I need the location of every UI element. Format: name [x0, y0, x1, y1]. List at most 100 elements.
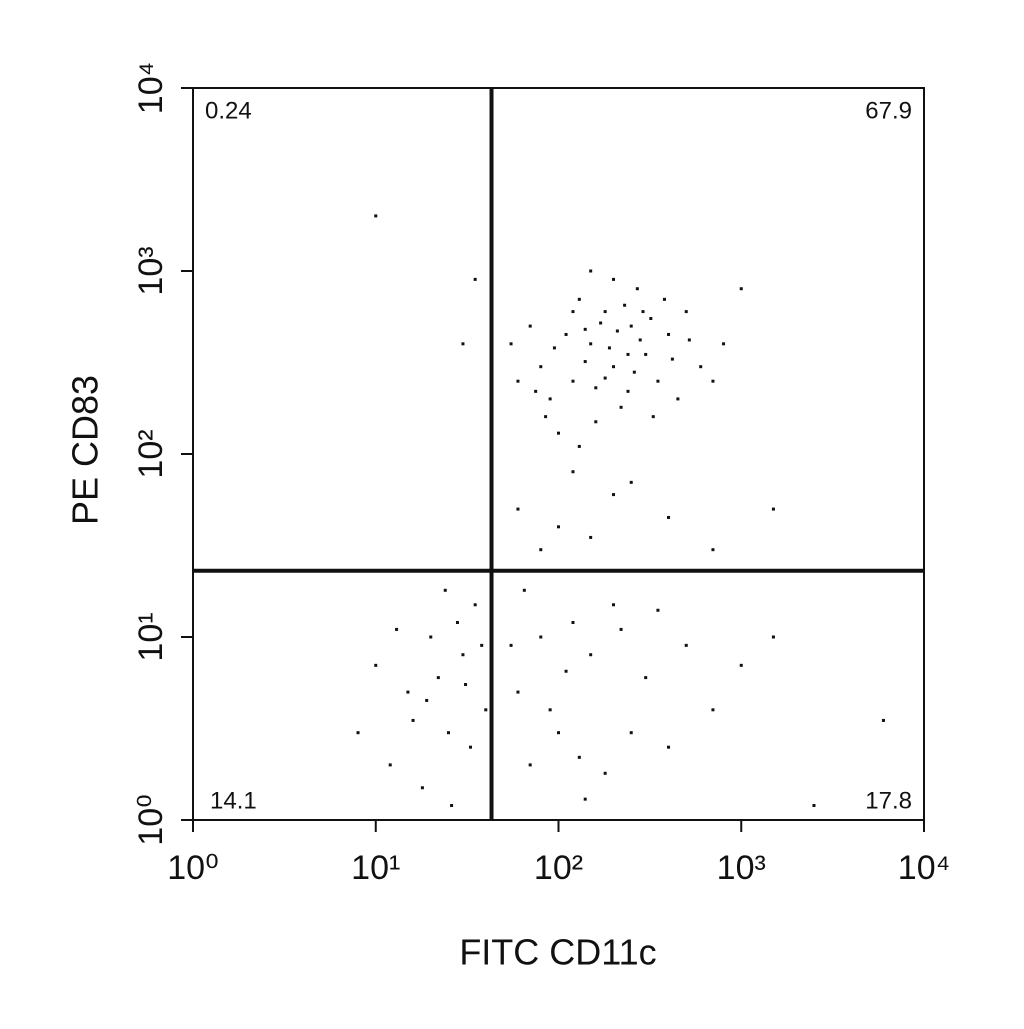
data-point: [571, 470, 575, 474]
data-point: [739, 663, 743, 667]
data-point: [711, 708, 715, 712]
data-point: [612, 277, 616, 281]
data-point: [684, 643, 688, 647]
data-point: [425, 698, 429, 702]
x-tick-label: 10²: [534, 849, 583, 887]
data-point: [603, 771, 607, 775]
data-point: [548, 708, 552, 712]
data-point: [411, 718, 415, 722]
data-point: [571, 621, 575, 625]
data-point: [667, 515, 671, 519]
data-point: [577, 444, 581, 448]
data-point: [670, 357, 674, 361]
data-point: [450, 804, 454, 808]
data-point: [406, 690, 410, 694]
data-point: [649, 317, 653, 321]
data-point: [544, 415, 548, 419]
data-point: [615, 329, 619, 333]
data-point: [594, 420, 598, 424]
data-point: [623, 303, 627, 307]
data-point: [446, 731, 450, 735]
data-point: [629, 324, 633, 328]
data-point: [388, 763, 392, 767]
data-point: [619, 405, 623, 409]
data-point: [711, 548, 715, 552]
data-point: [589, 342, 593, 346]
data-point: [583, 360, 587, 364]
data-point: [539, 548, 543, 552]
data-point: [644, 352, 648, 356]
quadrant-label: 0.24: [205, 97, 252, 124]
data-point: [484, 708, 488, 712]
data-point: [534, 389, 538, 393]
quadrant-label: 14.1: [210, 787, 257, 814]
data-point: [632, 370, 636, 374]
data-point: [557, 731, 560, 735]
data-point: [667, 332, 671, 336]
data-point: [583, 797, 587, 801]
data-point: [528, 763, 532, 767]
data-point: [552, 346, 556, 350]
data-point: [557, 525, 560, 529]
data-point: [612, 493, 616, 497]
data-point: [629, 480, 633, 484]
x-tick-label: 10⁴: [898, 849, 950, 887]
data-point: [684, 310, 688, 314]
data-point: [629, 731, 633, 735]
data-point: [374, 663, 378, 667]
data-point: [641, 310, 645, 314]
data-point: [589, 535, 593, 539]
data-point: [603, 376, 607, 380]
data-point: [395, 627, 399, 631]
data-point: [548, 397, 552, 401]
data-point: [473, 277, 477, 281]
data-point: [651, 415, 655, 419]
data-point: [638, 338, 642, 342]
data-point: [771, 635, 775, 639]
data-point: [577, 755, 581, 759]
y-tick-label: 10⁰: [132, 794, 170, 845]
data-point: [516, 690, 520, 694]
data-point: [356, 731, 360, 735]
data-point: [619, 627, 623, 631]
data-point: [571, 379, 575, 383]
data-point: [589, 653, 593, 657]
data-point: [509, 342, 513, 346]
data-point: [667, 745, 671, 749]
data-point: [469, 745, 473, 749]
data-point: [522, 588, 526, 592]
data-point: [539, 635, 543, 639]
data-point: [722, 342, 726, 346]
data-point: [676, 397, 680, 401]
data-point: [589, 269, 593, 273]
x-tick-label: 10⁰: [167, 849, 218, 887]
data-point: [539, 365, 543, 369]
data-point: [429, 635, 433, 639]
data-point: [612, 365, 616, 369]
y-tick-label: 10⁴: [132, 62, 170, 114]
data-point: [564, 332, 568, 336]
data-point: [564, 669, 568, 673]
data-point: [599, 321, 603, 325]
x-axis-label: FITC CD11c: [459, 932, 656, 973]
data-point: [656, 379, 660, 383]
data-point: [603, 310, 607, 314]
data-point: [687, 338, 691, 342]
data-point: [480, 643, 484, 647]
data-point: [516, 379, 520, 383]
data-point: [662, 297, 666, 301]
data-point: [656, 608, 660, 612]
data-point: [583, 327, 587, 331]
data-point: [443, 588, 447, 592]
quadrant-label: 67.9: [865, 97, 912, 124]
data-point: [516, 507, 520, 511]
data-point: [528, 324, 532, 328]
data-point: [557, 431, 560, 435]
data-point: [455, 621, 459, 625]
data-point: [812, 804, 816, 808]
data-point: [594, 386, 598, 390]
data-point: [461, 342, 465, 346]
y-tick-label: 10²: [132, 429, 170, 478]
